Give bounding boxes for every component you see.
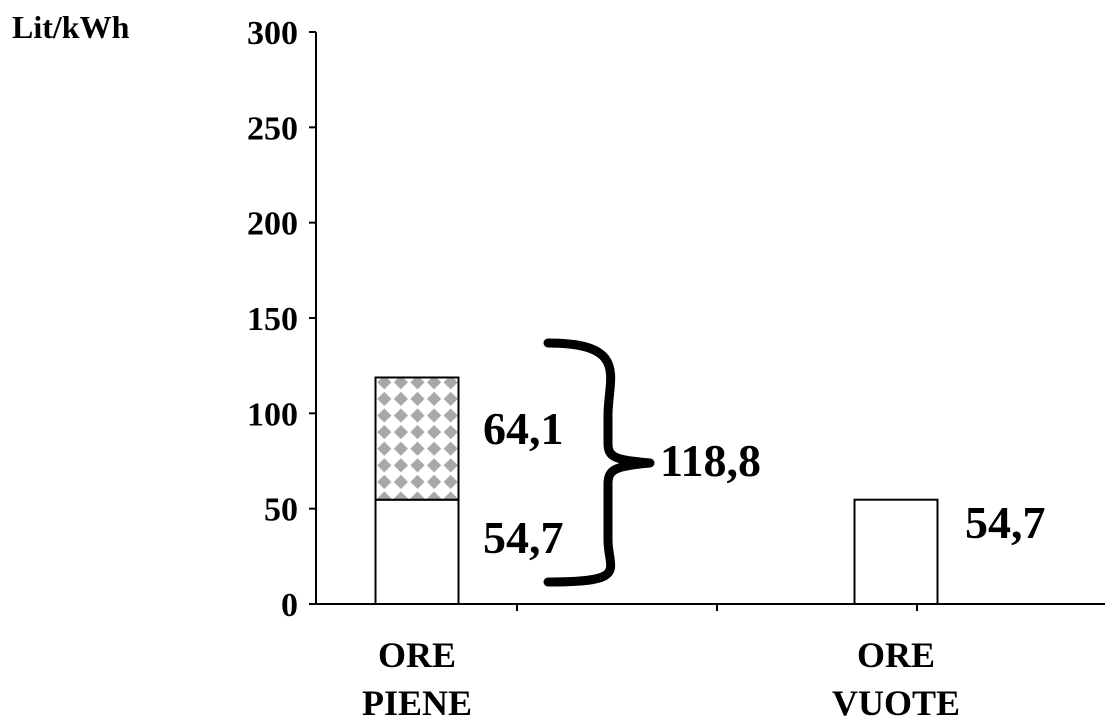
data-label-piene-top: 64,1 bbox=[483, 403, 564, 454]
data-label-piene-total: 118,8 bbox=[660, 435, 761, 486]
x-tick-label-line2: VUOTE bbox=[832, 683, 960, 721]
y-tick-label: 50 bbox=[264, 492, 298, 529]
y-tick-label: 200 bbox=[247, 206, 298, 243]
bars bbox=[374, 376, 939, 605]
data-label-vuote: 54,7 bbox=[965, 497, 1046, 548]
y-tick-label: 250 bbox=[247, 110, 298, 147]
curly-brace bbox=[543, 338, 655, 587]
y-tick-label: 100 bbox=[247, 396, 298, 433]
y-axis-label: Lit/kWh bbox=[12, 9, 130, 45]
axes bbox=[315, 32, 1105, 611]
data-label-piene-bottom: 54,7 bbox=[483, 512, 564, 563]
bar-segment bbox=[374, 376, 460, 501]
x-tick-label-line1: ORE bbox=[378, 635, 456, 675]
x-axis-labels: ORE PIENE ORE VUOTE bbox=[362, 635, 960, 721]
x-tick-label-line2: PIENE bbox=[362, 683, 472, 721]
y-axis-ticks: 0 50 100 150 200 250 300 bbox=[247, 15, 316, 624]
y-tick-label: 0 bbox=[281, 587, 298, 624]
bar-segment bbox=[853, 498, 939, 605]
x-tick-label-line1: ORE bbox=[857, 635, 935, 675]
y-tick-label: 150 bbox=[247, 301, 298, 338]
y-tick-label: 300 bbox=[247, 15, 298, 52]
bar-segment bbox=[374, 498, 460, 605]
